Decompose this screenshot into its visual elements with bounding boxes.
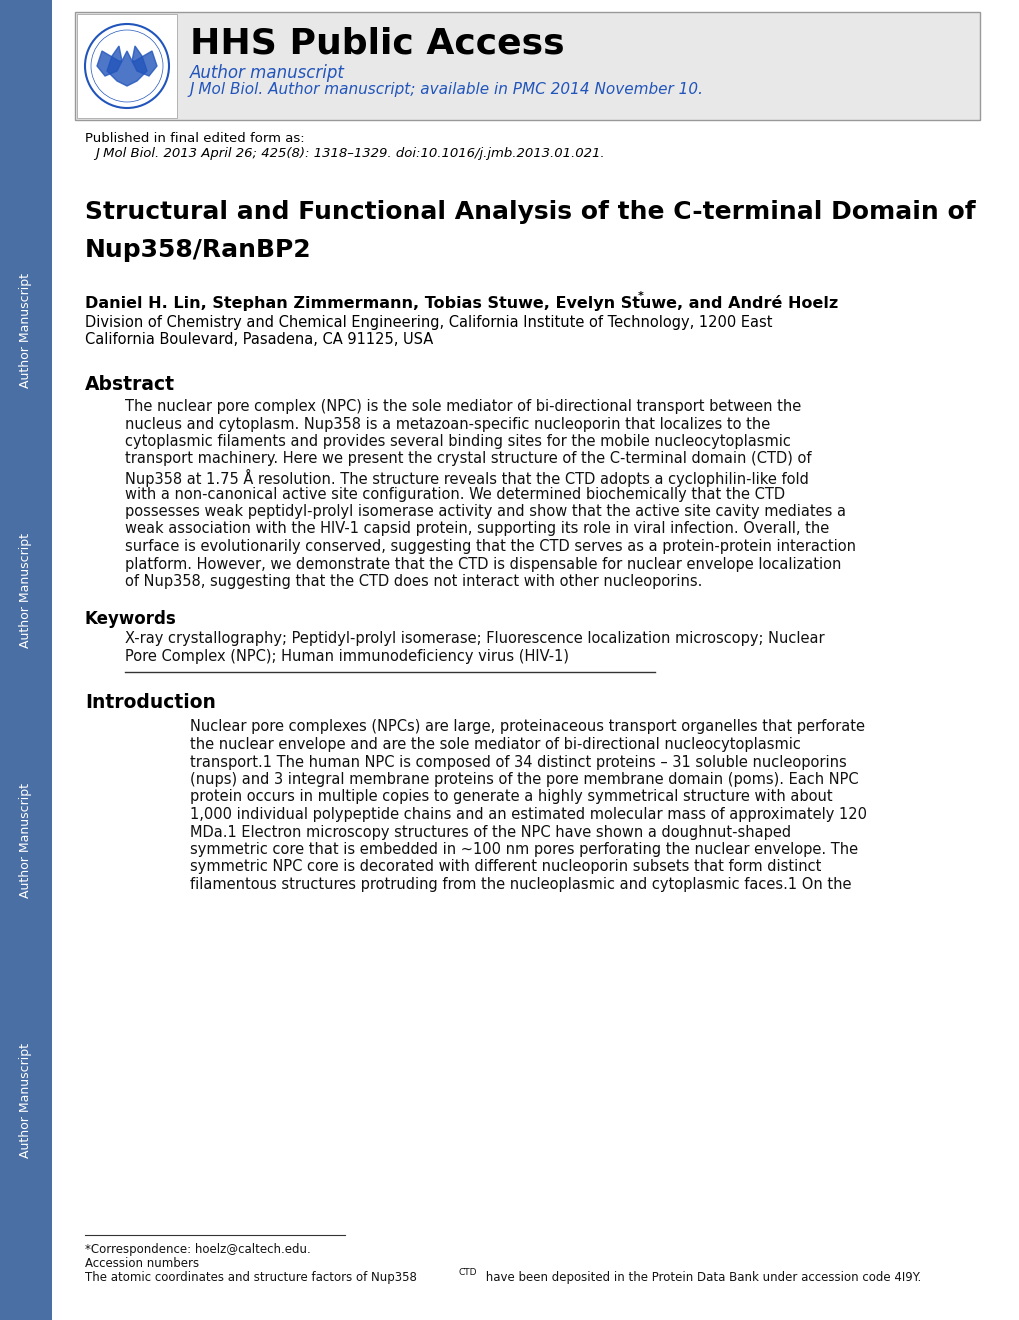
Circle shape bbox=[85, 24, 169, 108]
Text: X-ray crystallography; Peptidyl-prolyl isomerase; Fluorescence localization micr: X-ray crystallography; Peptidyl-prolyl i… bbox=[125, 631, 823, 647]
Text: the nuclear envelope and are the sole mediator of bi-directional nucleocytoplasm: the nuclear envelope and are the sole me… bbox=[190, 737, 800, 752]
Polygon shape bbox=[131, 51, 157, 77]
Text: symmetric core that is embedded in ~100 nm pores perforating the nuclear envelop: symmetric core that is embedded in ~100 … bbox=[190, 842, 857, 857]
Text: platform. However, we demonstrate that the CTD is dispensable for nuclear envelo: platform. However, we demonstrate that t… bbox=[125, 557, 841, 572]
Text: Published in final edited form as:: Published in final edited form as: bbox=[85, 132, 305, 145]
Bar bbox=[0, 0, 52, 1320]
Text: Daniel H. Lin, Stephan Zimmermann, Tobias Stuwe, Evelyn Stuwe, and André Hoelz: Daniel H. Lin, Stephan Zimmermann, Tobia… bbox=[85, 294, 838, 312]
Polygon shape bbox=[107, 46, 147, 86]
Text: Structural and Functional Analysis of the C-terminal Domain of: Structural and Functional Analysis of th… bbox=[85, 201, 974, 224]
Polygon shape bbox=[97, 51, 122, 77]
Text: Author manuscript: Author manuscript bbox=[190, 63, 344, 82]
Text: filamentous structures protruding from the nucleoplasmic and cytoplasmic faces.1: filamentous structures protruding from t… bbox=[190, 876, 851, 892]
FancyBboxPatch shape bbox=[75, 12, 979, 120]
FancyBboxPatch shape bbox=[76, 15, 177, 117]
Text: Nuclear pore complexes (NPCs) are large, proteinaceous transport organelles that: Nuclear pore complexes (NPCs) are large,… bbox=[190, 719, 864, 734]
Text: with a non-canonical active site configuration. We determined biochemically that: with a non-canonical active site configu… bbox=[125, 487, 785, 502]
Text: California Boulevard, Pasadena, CA 91125, USA: California Boulevard, Pasadena, CA 91125… bbox=[85, 333, 433, 347]
Text: Pore Complex (NPC); Human immunodeficiency virus (HIV-1): Pore Complex (NPC); Human immunodeficien… bbox=[125, 649, 569, 664]
Text: have been deposited in the Protein Data Bank under accession code 4I9Y.: have been deposited in the Protein Data … bbox=[482, 1271, 920, 1284]
Text: MDa.1 Electron microscopy structures of the NPC have shown a doughnut-shaped: MDa.1 Electron microscopy structures of … bbox=[190, 825, 791, 840]
Text: transport machinery. Here we present the crystal structure of the C-terminal dom: transport machinery. Here we present the… bbox=[125, 451, 811, 466]
Text: of Nup358, suggesting that the CTD does not interact with other nucleoporins.: of Nup358, suggesting that the CTD does … bbox=[125, 574, 702, 589]
Text: nucleus and cytoplasm. Nup358 is a metazoan-specific nucleoporin that localizes : nucleus and cytoplasm. Nup358 is a metaz… bbox=[125, 417, 769, 432]
Text: Author Manuscript: Author Manuscript bbox=[19, 1043, 33, 1158]
Text: transport.1 The human NPC is composed of 34 distinct proteins – 31 soluble nucle: transport.1 The human NPC is composed of… bbox=[190, 755, 846, 770]
Text: *: * bbox=[637, 290, 643, 301]
Text: J Mol Biol. Author manuscript; available in PMC 2014 November 10.: J Mol Biol. Author manuscript; available… bbox=[190, 82, 703, 96]
Text: HHS Public Access: HHS Public Access bbox=[190, 26, 565, 61]
Text: Accession numbers: Accession numbers bbox=[85, 1257, 199, 1270]
Text: possesses weak peptidyl-prolyl isomerase activity and show that the active site : possesses weak peptidyl-prolyl isomerase… bbox=[125, 504, 845, 519]
Text: 1,000 individual polypeptide chains and an estimated molecular mass of approxima: 1,000 individual polypeptide chains and … bbox=[190, 807, 866, 822]
Text: symmetric NPC core is decorated with different nucleoporin subsets that form dis: symmetric NPC core is decorated with dif… bbox=[190, 859, 820, 874]
Text: Abstract: Abstract bbox=[85, 375, 175, 393]
Text: *Correspondence: hoelz@caltech.edu.: *Correspondence: hoelz@caltech.edu. bbox=[85, 1243, 311, 1257]
Text: CTD: CTD bbox=[459, 1269, 477, 1276]
Text: Author Manuscript: Author Manuscript bbox=[19, 532, 33, 648]
Text: J Mol Biol. 2013 April 26; 425(8): 1318–1329. doi:10.1016/j.jmb.2013.01.021.: J Mol Biol. 2013 April 26; 425(8): 1318–… bbox=[95, 147, 604, 160]
Text: cytoplasmic filaments and provides several binding sites for the mobile nucleocy: cytoplasmic filaments and provides sever… bbox=[125, 434, 790, 449]
Text: Author Manuscript: Author Manuscript bbox=[19, 272, 33, 388]
Text: The atomic coordinates and structure factors of Nup358: The atomic coordinates and structure fac… bbox=[85, 1271, 417, 1284]
Text: protein occurs in multiple copies to generate a highly symmetrical structure wit: protein occurs in multiple copies to gen… bbox=[190, 789, 832, 804]
Text: Nup358/RanBP2: Nup358/RanBP2 bbox=[85, 238, 312, 261]
Text: Keywords: Keywords bbox=[85, 610, 176, 627]
Text: The nuclear pore complex (NPC) is the sole mediator of bi-directional transport : The nuclear pore complex (NPC) is the so… bbox=[125, 399, 801, 414]
Text: Division of Chemistry and Chemical Engineering, California Institute of Technolo: Division of Chemistry and Chemical Engin… bbox=[85, 315, 771, 330]
Text: weak association with the HIV-1 capsid protein, supporting its role in viral inf: weak association with the HIV-1 capsid p… bbox=[125, 521, 828, 536]
Text: (nups) and 3 integral membrane proteins of the pore membrane domain (poms). Each: (nups) and 3 integral membrane proteins … bbox=[190, 772, 858, 787]
Text: Nup358 at 1.75 Å resolution. The structure reveals that the CTD adopts a cycloph: Nup358 at 1.75 Å resolution. The structu… bbox=[125, 469, 808, 487]
Text: surface is evolutionarily conserved, suggesting that the CTD serves as a protein: surface is evolutionarily conserved, sug… bbox=[125, 539, 855, 554]
Text: Author Manuscript: Author Manuscript bbox=[19, 783, 33, 898]
Text: Introduction: Introduction bbox=[85, 693, 216, 713]
